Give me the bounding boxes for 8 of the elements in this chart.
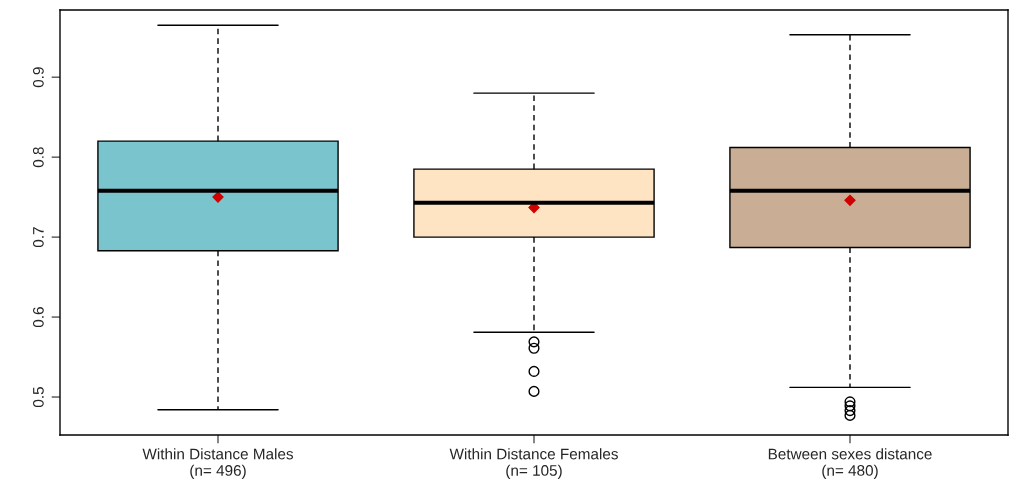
y-tick-label: 0.8 bbox=[32, 147, 44, 168]
y-tick-label: 0.6 bbox=[32, 307, 44, 328]
x-tick-label: Between sexes distance (n= 480) bbox=[768, 448, 932, 479]
x-tick-label: Within Distance Females (n= 105) bbox=[449, 448, 618, 479]
y-tick-label: 0.5 bbox=[32, 387, 44, 408]
y-tick-label: 0.9 bbox=[32, 67, 44, 88]
x-tick-label: Within Distance Males (n= 496) bbox=[142, 448, 294, 479]
y-tick-label: 0.7 bbox=[32, 227, 44, 248]
